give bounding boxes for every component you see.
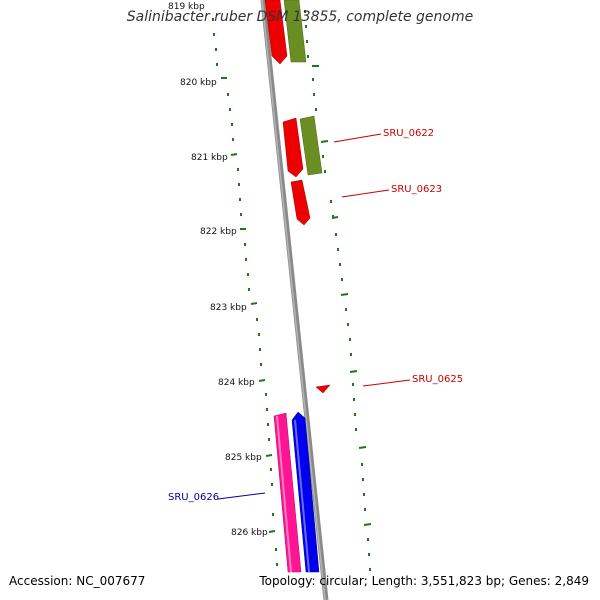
gene-feature-sru-0625[interactable] <box>315 384 331 394</box>
tick-label-825: 825 kbp <box>225 453 262 463</box>
genome-backbone-highlight <box>261 0 326 600</box>
tick-label-826: 826 kbp <box>231 528 268 538</box>
tick-label-821: 821 kbp <box>191 153 228 163</box>
left-tick-ring <box>212 18 278 566</box>
leader-line-sru-0622 <box>333 133 382 143</box>
gene-label-sru-0626[interactable]: SRU_0626 <box>168 492 219 503</box>
leader-line-sru-0623 <box>341 189 390 198</box>
gene-feature-sru-0622[interactable] <box>299 115 323 176</box>
gene-feature-olive-top[interactable] <box>283 0 307 63</box>
gene-feature-red-0621[interactable] <box>282 117 304 178</box>
gene-feature-blue-highlight <box>294 419 310 573</box>
tick-label-824: 824 kbp <box>218 378 255 388</box>
tick-label-819: 819 kbp <box>168 2 205 12</box>
genome-backbone <box>260 0 329 600</box>
genome-summary-text: Topology: circular; Length: 3,551,823 bp… <box>259 574 589 588</box>
gene-label-sru-0625[interactable]: SRU_0625 <box>412 374 463 385</box>
genome-title: Salinibacter ruber DSM 13855, complete g… <box>126 9 474 25</box>
gene-label-sru-0623[interactable]: SRU_0623 <box>391 184 442 195</box>
tick-label-823: 823 kbp <box>210 303 247 313</box>
leader-line-sru-0625 <box>362 379 411 387</box>
gene-feature-sru-0626-highlight <box>276 415 292 573</box>
gene-feature-red-top[interactable] <box>264 0 288 65</box>
leader-line-sru-0626 <box>217 492 266 500</box>
accession-text: Accession: NC_007677 <box>9 574 146 588</box>
right-tick-ring <box>304 10 372 571</box>
tick-label-822: 822 kbp <box>200 227 237 237</box>
gene-label-sru-0622[interactable]: SRU_0622 <box>383 128 434 139</box>
tick-label-820: 820 kbp <box>180 78 217 88</box>
gene-feature-sru-0623[interactable] <box>290 179 311 226</box>
